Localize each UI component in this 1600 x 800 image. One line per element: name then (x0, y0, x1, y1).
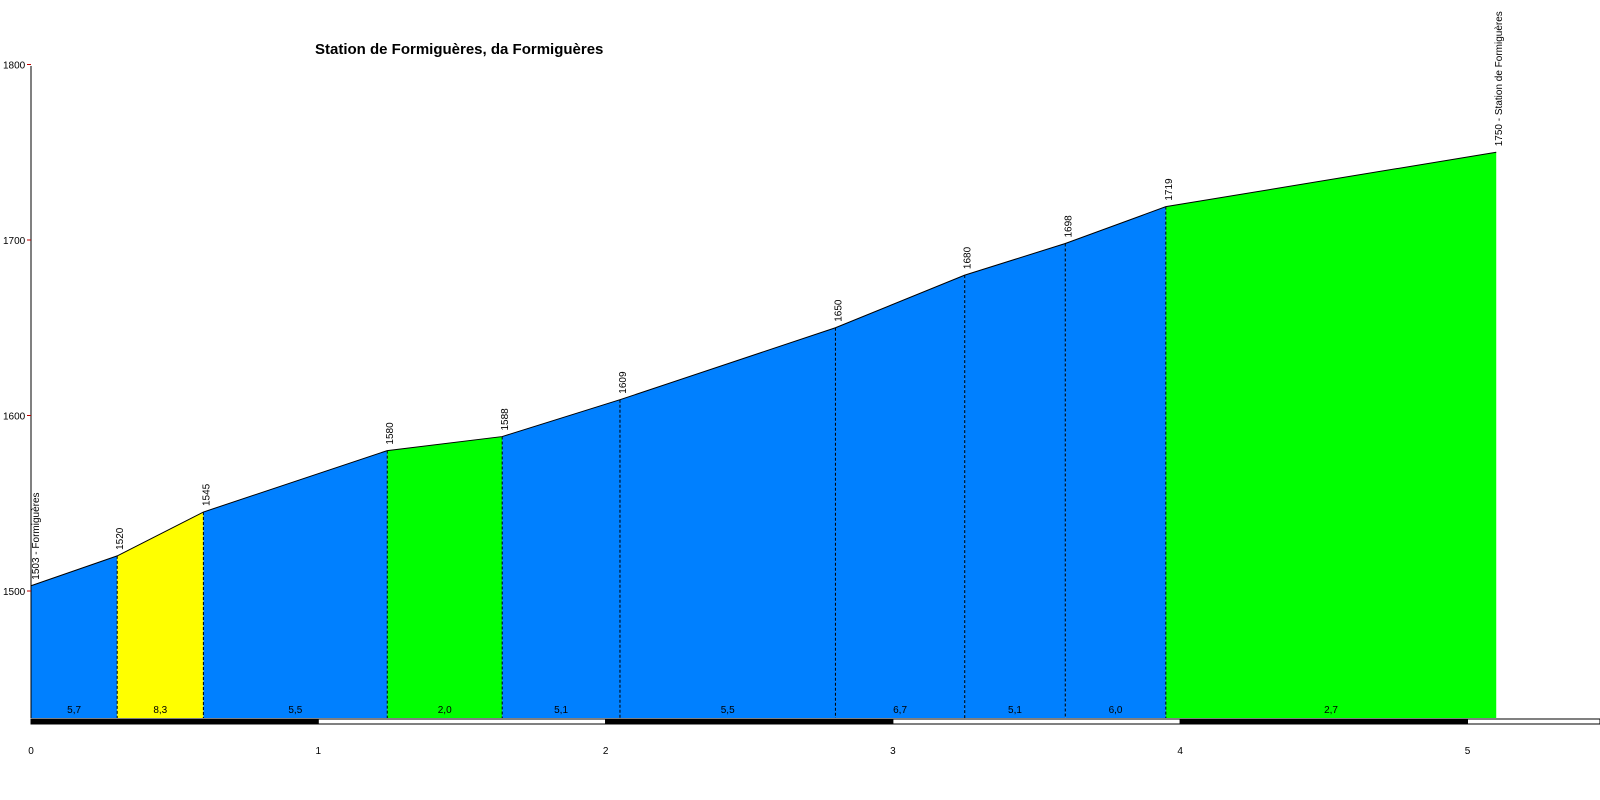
gradient-label-6: 5,5 (721, 705, 735, 716)
elevation-label-4: 1580 (385, 422, 396, 445)
segment-area-6 (619, 327, 836, 718)
x-scale-block-3 (892, 718, 1181, 725)
profile-outline (30, 151, 1497, 587)
y-tick-label-1800: 1800 (3, 61, 26, 72)
segment-area-7 (835, 275, 965, 718)
x-tick-label-4: 4 (1177, 746, 1183, 757)
axes: 1500 1600 1700 1800 0 1 2 3 4 5 (3, 61, 1600, 757)
gradient-label-10: 2,7 (1324, 705, 1338, 716)
x-tick-label-1: 1 (316, 746, 322, 757)
x-tick-label-0: 0 (28, 746, 34, 757)
y-tick-label-1700: 1700 (3, 236, 26, 247)
gradient-labels: 5,7 8,3 5,5 2,0 5,1 5,5 6,7 5,1 6,0 2,7 (67, 705, 1338, 716)
segment-area-10 (1165, 152, 1497, 718)
segment-areas (31, 152, 1497, 718)
gradient-label-3: 5,5 (288, 705, 302, 716)
elevation-labels: 1503 - Formiguères 1520 1545 1580 1588 1609 16… (31, 11, 1505, 580)
x-tick-label-5: 5 (1465, 746, 1471, 757)
x-scale-block-1 (317, 718, 607, 725)
segment-area-1 (31, 555, 118, 718)
elevation-label-2: 1520 (115, 527, 126, 550)
segment-area-3 (203, 450, 388, 718)
elevation-label-3: 1545 (201, 483, 212, 506)
y-tick-label-1500: 1500 (3, 587, 26, 598)
x-scale-block-2 (605, 718, 894, 725)
x-scale-block-5 (1467, 718, 1600, 725)
gradient-label-9: 6,0 (1109, 705, 1123, 716)
x-scale-block-0 (30, 718, 319, 725)
segment-area-2 (117, 512, 204, 718)
elevation-label-11: 1750 - Station de Formiguères (1494, 11, 1505, 146)
elevation-label-8: 1680 (963, 246, 974, 269)
gradient-label-5: 5,1 (554, 705, 568, 716)
x-scale-block-4 (1179, 718, 1468, 725)
y-tick-label-1600: 1600 (3, 412, 26, 423)
segment-area-8 (964, 243, 1066, 718)
elevation-label-6: 1609 (618, 371, 629, 394)
segment-dividers (116, 206, 1167, 718)
x-tick-label-3: 3 (890, 746, 896, 757)
elevation-label-10: 1719 (1164, 178, 1175, 201)
gradient-label-1: 5,7 (67, 705, 81, 716)
chart-title: Station de Formiguères, da Formiguères (315, 41, 603, 58)
x-tick-label-2: 2 (603, 746, 609, 757)
segment-area-9 (1065, 206, 1166, 718)
segment-area-5 (502, 399, 620, 718)
gradient-label-4: 2,0 (438, 705, 452, 716)
elevation-label-5: 1588 (500, 408, 511, 431)
elevation-label-9: 1698 (1063, 215, 1074, 238)
gradient-label-8: 5,1 (1008, 705, 1022, 716)
elevation-label-1: 1503 - Formiguères (31, 492, 42, 579)
gradient-label-7: 6,7 (893, 705, 907, 716)
elevation-label-7: 1650 (833, 299, 844, 322)
gradient-label-2: 8,3 (153, 705, 167, 716)
profile-line (30, 151, 1497, 587)
segment-area-4 (387, 436, 503, 718)
